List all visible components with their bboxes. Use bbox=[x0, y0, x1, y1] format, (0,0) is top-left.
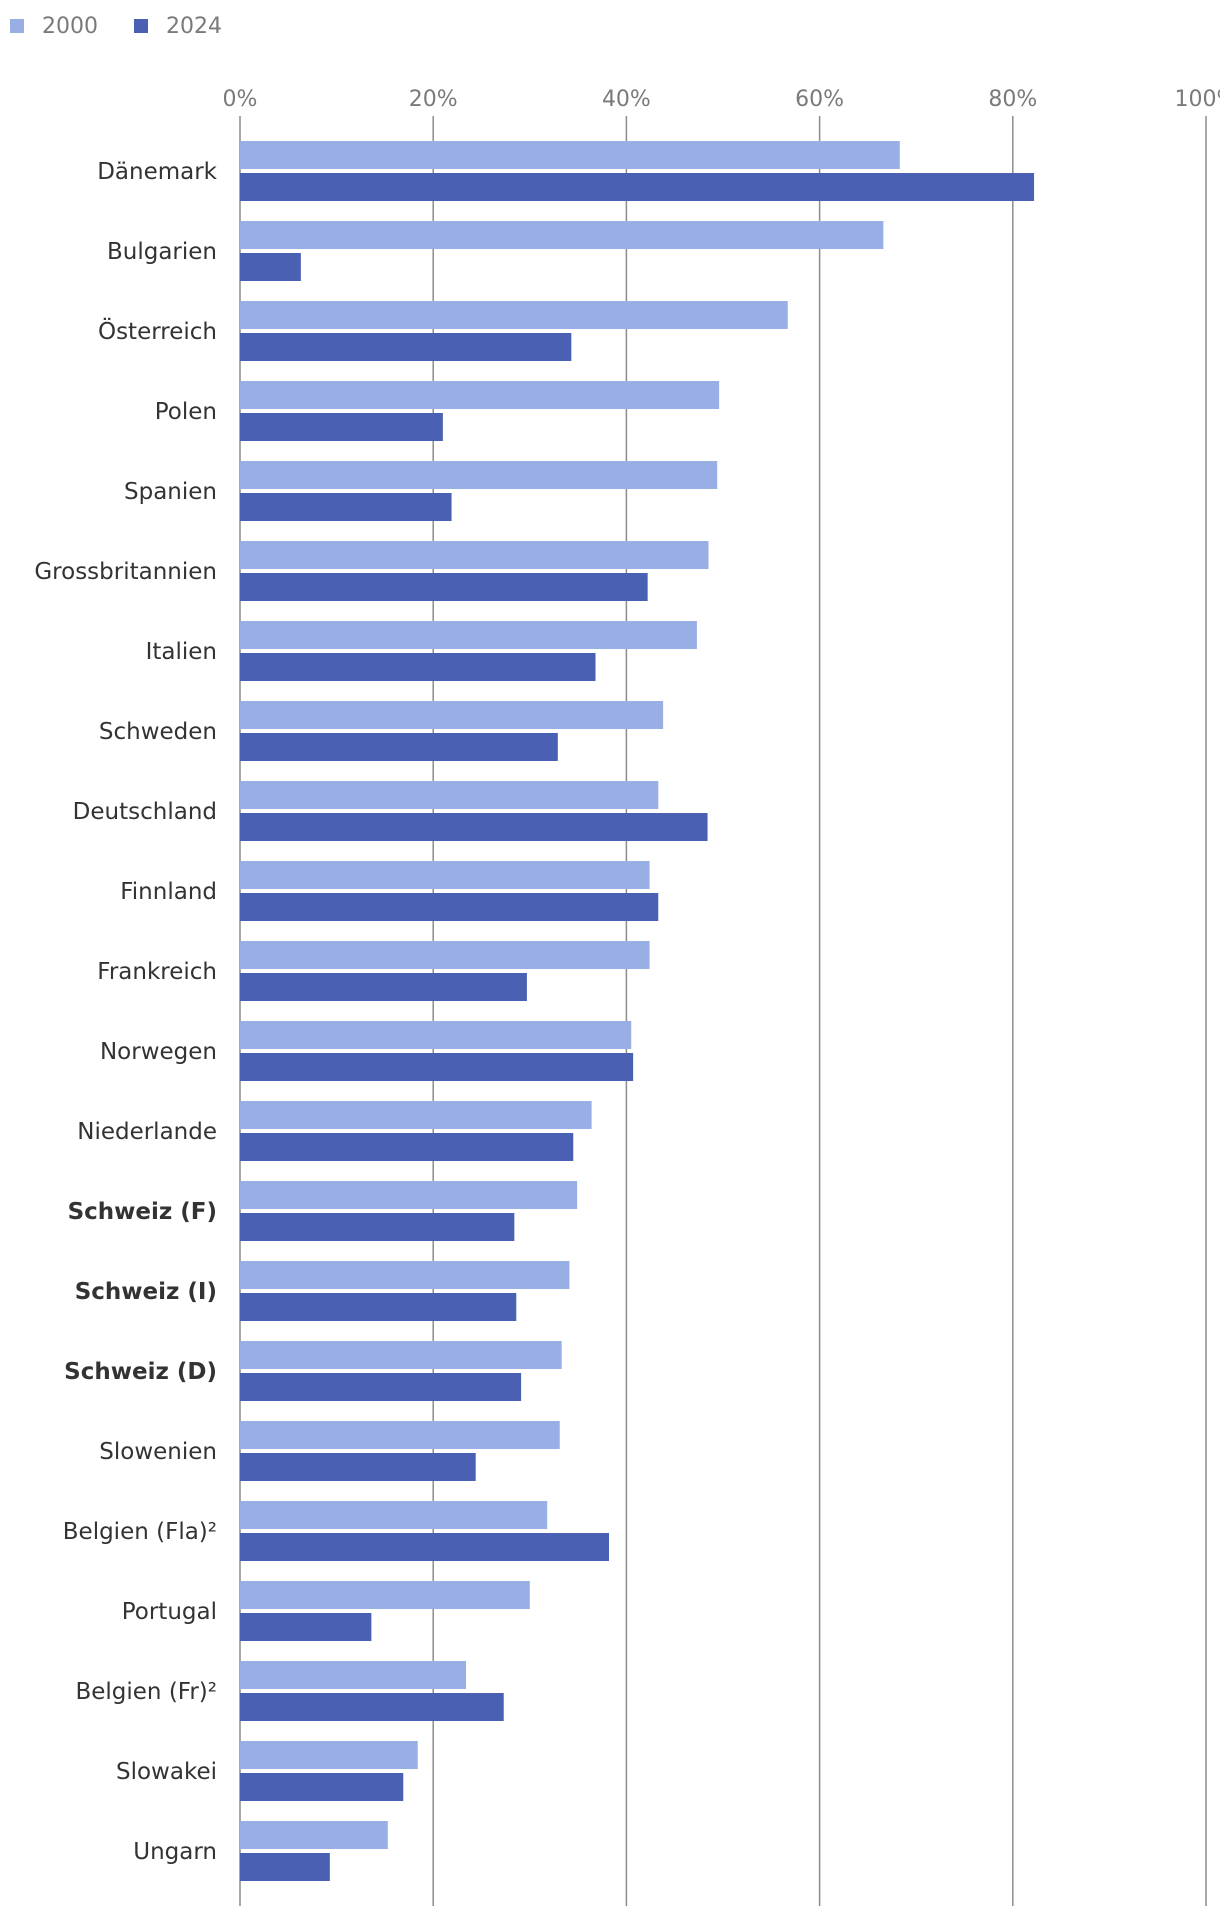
bar-2024 bbox=[240, 253, 301, 281]
bar-2000 bbox=[240, 1501, 548, 1529]
x-tick-label: 80% bbox=[988, 87, 1037, 112]
category-label: Slowenien bbox=[99, 1439, 217, 1465]
legend-label-2024: 2024 bbox=[166, 13, 222, 39]
y-axis-category-labels: Dänemark Bulgarien Österreich Polen Spanien G… bbox=[34, 159, 217, 1865]
bar-2000 bbox=[240, 621, 697, 649]
bar-2000 bbox=[240, 301, 788, 329]
x-tick-label: 20% bbox=[409, 87, 458, 112]
category-label: Schweiz (I) bbox=[75, 1279, 217, 1305]
bar-2024 bbox=[240, 1373, 522, 1401]
x-tick-label: 100% bbox=[1175, 87, 1220, 112]
bar-2024 bbox=[240, 813, 708, 841]
legend-swatch-2024 bbox=[134, 19, 148, 33]
bar-2000 bbox=[240, 1021, 632, 1049]
bar-2024 bbox=[240, 1293, 517, 1321]
bar-2000 bbox=[240, 1661, 467, 1689]
bar-2000 bbox=[240, 1261, 570, 1289]
category-label: Polen bbox=[155, 399, 217, 425]
bar-2024 bbox=[240, 1053, 634, 1081]
bar-2024 bbox=[240, 1693, 504, 1721]
bar-2024 bbox=[240, 493, 452, 521]
category-label: Bulgarien bbox=[107, 239, 217, 265]
bar-2000 bbox=[240, 221, 884, 249]
x-axis-tick-labels: 0% 20% 40% 60% 80% 100% bbox=[223, 87, 1220, 112]
bar-2000 bbox=[240, 1581, 530, 1609]
bar-2000 bbox=[240, 141, 900, 169]
bar-2024 bbox=[240, 893, 659, 921]
bar-2000 bbox=[240, 1341, 562, 1369]
chart-legend: 2000 2024 bbox=[10, 12, 258, 40]
bar-2024 bbox=[240, 1213, 515, 1241]
legend-item-2000: 2000 bbox=[10, 14, 98, 39]
bar-2024 bbox=[240, 1133, 574, 1161]
category-label: Österreich bbox=[98, 317, 217, 345]
bar-2024 bbox=[240, 1853, 330, 1881]
category-label: Norwegen bbox=[100, 1039, 217, 1065]
bar-2000 bbox=[240, 1181, 578, 1209]
legend-label-2000: 2000 bbox=[42, 13, 98, 39]
category-label: Schweiz (D) bbox=[64, 1359, 217, 1385]
category-label: Schweiz (F) bbox=[68, 1199, 217, 1225]
bar-2000 bbox=[240, 1821, 388, 1849]
category-label: Slowakei bbox=[116, 1759, 217, 1785]
bar-2000 bbox=[240, 1421, 560, 1449]
category-label: Italien bbox=[146, 639, 217, 665]
category-label: Niederlande bbox=[77, 1119, 217, 1145]
bar-2000 bbox=[240, 541, 709, 569]
category-label: Portugal bbox=[122, 1599, 217, 1625]
bar-2024 bbox=[240, 733, 558, 761]
bar-2000 bbox=[240, 781, 659, 809]
bar-2000 bbox=[240, 941, 650, 969]
category-label: Finnland bbox=[120, 879, 217, 905]
category-label: Ungarn bbox=[133, 1839, 217, 1865]
chart-bars bbox=[240, 141, 1035, 1881]
bar-2000 bbox=[240, 1741, 418, 1769]
category-label: Frankreich bbox=[97, 959, 217, 985]
bar-2024 bbox=[240, 333, 572, 361]
bar-2000 bbox=[240, 701, 664, 729]
category-label: Dänemark bbox=[97, 159, 217, 185]
bar-2000 bbox=[240, 381, 720, 409]
bar-2000 bbox=[240, 1101, 592, 1129]
bar-2024 bbox=[240, 173, 1035, 201]
bar-2024 bbox=[240, 653, 596, 681]
bar-2000 bbox=[240, 461, 718, 489]
legend-swatch-2000 bbox=[10, 19, 24, 33]
bar-2024 bbox=[240, 573, 648, 601]
x-tick-label: 60% bbox=[795, 87, 844, 112]
x-tick-label: 40% bbox=[602, 87, 651, 112]
bar-2024 bbox=[240, 1453, 476, 1481]
bar-2024 bbox=[240, 1773, 404, 1801]
category-label: Deutschland bbox=[73, 799, 217, 825]
category-label: Grossbritannien bbox=[34, 559, 217, 585]
bar-2024 bbox=[240, 973, 527, 1001]
bar-2000 bbox=[240, 861, 650, 889]
category-label: Schweden bbox=[99, 719, 217, 745]
category-label: Belgien (Fla)² bbox=[63, 1519, 217, 1545]
category-label: Belgien (Fr)² bbox=[75, 1679, 217, 1705]
bar-2024 bbox=[240, 1613, 372, 1641]
bar-2024 bbox=[240, 1533, 610, 1561]
category-label: Spanien bbox=[124, 479, 217, 505]
legend-item-2024: 2024 bbox=[134, 14, 222, 39]
bar-2024 bbox=[240, 413, 443, 441]
x-tick-label: 0% bbox=[223, 87, 258, 112]
